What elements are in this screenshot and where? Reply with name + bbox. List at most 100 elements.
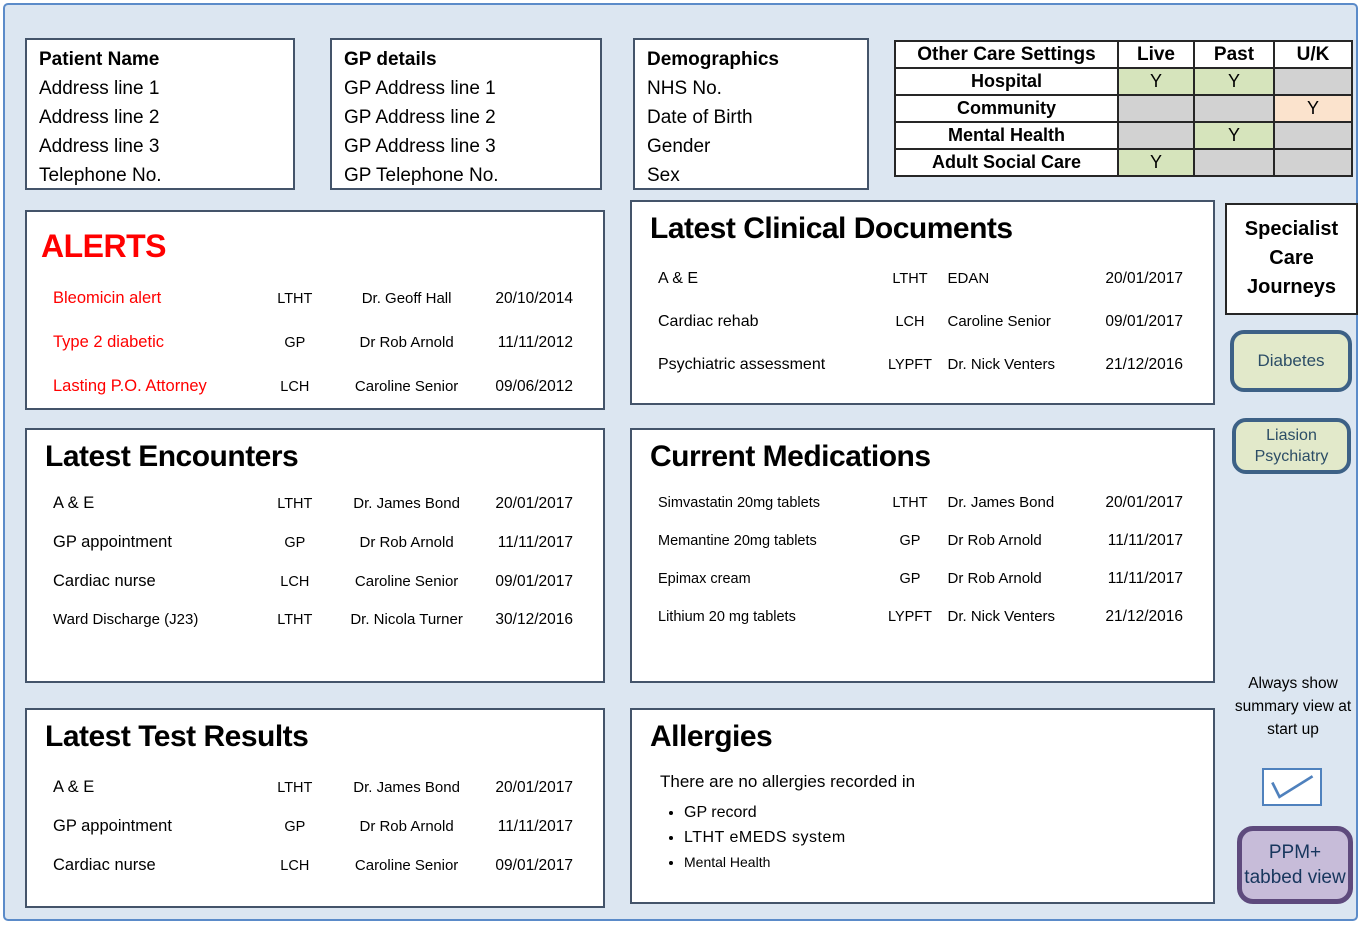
medication-prescriber: Dr. James Bond (947, 494, 1055, 511)
document-author: Dr. Nick Venters (947, 356, 1056, 373)
gp-details-heading: GP details (344, 49, 437, 70)
gp-details-box: GP details GP Address line 1 GP Address … (330, 38, 602, 190)
care-cell-community-uk: Y (1273, 94, 1353, 123)
current-medications-panel: Current Medications Simvastatin 20mg tab… (630, 428, 1215, 683)
encounter-org: LTHT (277, 612, 313, 628)
medication-row[interactable]: Lithium 20 mg tablets LYPFT Dr. Nick Ven… (632, 608, 1213, 626)
medication-prescriber: Dr. Nick Venters (947, 608, 1056, 625)
care-row-community: Community Y (894, 94, 1353, 123)
test-result-date: 09/01/2017 (495, 857, 573, 874)
medication-row[interactable]: Memantine 20mg tablets GP Dr Rob Arnold … (632, 532, 1213, 550)
encounter-row[interactable]: Cardiac nurse LCH Caroline Senior 09/01/… (27, 572, 603, 591)
medication-row[interactable]: Simvastatin 20mg tablets LTHT Dr. James … (632, 494, 1213, 512)
care-cell-hospital-live: Y (1117, 67, 1195, 96)
care-cell-adult-social-care-live: Y (1117, 148, 1195, 177)
care-row-hospital: Hospital Y Y (894, 67, 1353, 96)
test-result-row[interactable]: Cardiac nurse LCH Caroline Senior 09/01/… (27, 856, 603, 875)
ppm-tabbed-view-button[interactable]: PPM+ tabbed view (1237, 826, 1353, 904)
document-date: 09/01/2017 (1105, 313, 1183, 330)
care-cell-adult-social-care-past (1193, 148, 1275, 177)
always-show-summary-label: Always show summary view at start up (1234, 675, 1352, 738)
alert-clinician: Dr Rob Arnold (359, 334, 454, 351)
diabetes-journey-button[interactable]: Diabetes (1230, 330, 1352, 392)
alert-date: 11/11/2012 (497, 334, 573, 351)
alerts-rows: Bleomicin alert LTHT Dr. Geoff Hall 20/1… (27, 289, 603, 396)
medication-date: 11/11/2017 (1107, 532, 1183, 549)
alert-clinician: Dr. Geoff Hall (361, 290, 452, 307)
test-result-description: GP appointment (53, 817, 172, 835)
demographics-sex: Sex (647, 165, 680, 186)
test-results-rows: A & E LTHT Dr. James Bond 20/01/2017 GP … (27, 778, 603, 875)
allergies-intro-text: There are no allergies recorded in (660, 772, 916, 791)
encounter-date: 30/12/2016 (495, 611, 573, 628)
patient-address-line-2: Address line 2 (39, 107, 160, 128)
test-result-description: A & E (53, 778, 95, 796)
test-result-date: 20/01/2017 (495, 779, 573, 796)
alert-row[interactable]: Bleomicin alert LTHT Dr. Geoff Hall 20/1… (27, 289, 603, 308)
document-org: LTHT (892, 271, 928, 287)
encounter-row[interactable]: Ward Discharge (J23) LTHT Dr. Nicola Tur… (27, 611, 603, 629)
alert-description: Bleomicin alert (53, 289, 162, 307)
patient-name-heading: Patient Name (39, 49, 160, 70)
alert-org: GP (284, 335, 306, 351)
document-description: Psychiatric assessment (658, 356, 826, 373)
clinical-document-row[interactable]: Cardiac rehab LCH Caroline Senior 09/01/… (632, 313, 1213, 331)
allergies-title: Allergies (650, 720, 773, 753)
encounter-row[interactable]: GP appointment GP Dr Rob Arnold 11/11/20… (27, 533, 603, 552)
demographics-heading: Demographics (647, 49, 779, 70)
encounter-clinician: Caroline Senior (354, 573, 459, 590)
care-label-mental-health: Mental Health (894, 121, 1119, 150)
liasion-psychiatry-journey-button[interactable]: Liasion Psychiatry (1232, 418, 1351, 474)
clinical-document-row[interactable]: Psychiatric assessment LYPFT Dr. Nick Ve… (632, 356, 1213, 374)
other-care-settings-table: Other Care Settings Live Past U/K Hospit… (894, 40, 1353, 177)
demographics-box: Demographics NHS No. Date of Birth Gende… (633, 38, 869, 190)
medication-description: Epimax cream (658, 571, 751, 587)
test-result-org: LTHT (277, 780, 313, 796)
clinical-document-row[interactable]: A & E LTHT EDAN 20/01/2017 (632, 270, 1213, 288)
test-result-row[interactable]: GP appointment GP Dr Rob Arnold 11/11/20… (27, 817, 603, 836)
encounter-org: LTHT (277, 496, 313, 512)
gp-address-line-1: GP Address line 1 (344, 78, 496, 99)
encounter-date: 20/01/2017 (495, 495, 573, 512)
patient-details-box: Patient Name Address line 1 Address line… (25, 38, 295, 190)
clinical-documents-title: Latest Clinical Documents (650, 212, 1013, 245)
alert-row[interactable]: Type 2 diabetic GP Dr Rob Arnold 11/11/2… (27, 333, 603, 352)
encounter-row[interactable]: A & E LTHT Dr. James Bond 20/01/2017 (27, 494, 603, 513)
alert-date: 20/10/2014 (495, 290, 573, 307)
test-result-clinician: Caroline Senior (354, 857, 459, 874)
allergies-panel: Allergies There are no allergies recorde… (630, 708, 1215, 904)
care-cell-community-past (1193, 94, 1275, 123)
medication-description: Memantine 20mg tablets (658, 533, 817, 549)
encounter-date: 11/11/2017 (497, 534, 573, 551)
care-header-live: Live (1117, 40, 1195, 69)
care-cell-adult-social-care-uk (1273, 148, 1353, 177)
demographics-dob: Date of Birth (647, 107, 753, 128)
always-show-summary-checkbox[interactable] (1262, 768, 1322, 806)
care-header-past: Past (1193, 40, 1275, 69)
care-row-mental-health: Mental Health Y (894, 121, 1353, 150)
clinical-documents-rows: A & E LTHT EDAN 20/01/2017 Cardiac rehab… (632, 270, 1213, 374)
care-cell-mental-health-uk (1273, 121, 1353, 150)
medication-row[interactable]: Epimax cream GP Dr Rob Arnold 11/11/2017 (632, 570, 1213, 588)
clinical-documents-panel: Latest Clinical Documents A & E LTHT EDA… (630, 200, 1215, 405)
document-author: EDAN (947, 270, 990, 287)
check-icon (1271, 775, 1314, 799)
medication-date: 20/01/2017 (1105, 494, 1183, 511)
test-result-row[interactable]: A & E LTHT Dr. James Bond 20/01/2017 (27, 778, 603, 797)
encounter-description: A & E (53, 494, 95, 512)
latest-test-results-panel: Latest Test Results A & E LTHT Dr. James… (25, 708, 605, 908)
care-cell-mental-health-past: Y (1193, 121, 1275, 150)
medication-prescriber: Dr Rob Arnold (947, 532, 1042, 549)
encounter-org: GP (284, 535, 306, 551)
document-org: LCH (895, 314, 925, 330)
care-cell-hospital-past: Y (1193, 67, 1275, 96)
encounter-description: Cardiac nurse (53, 572, 156, 590)
care-cell-community-live (1117, 94, 1195, 123)
encounters-rows: A & E LTHT Dr. James Bond 20/01/2017 GP … (27, 494, 603, 629)
alerts-panel: ALERTS Bleomicin alert LTHT Dr. Geoff Ha… (25, 210, 605, 410)
alert-row[interactable]: Lasting P.O. Attorney LCH Caroline Senio… (27, 377, 603, 396)
encounter-description: Ward Discharge (J23) (53, 611, 199, 628)
medication-description: Lithium 20 mg tablets (658, 609, 796, 625)
care-header-row: Other Care Settings Live Past U/K (894, 40, 1353, 69)
medications-rows: Simvastatin 20mg tablets LTHT Dr. James … (632, 494, 1213, 626)
